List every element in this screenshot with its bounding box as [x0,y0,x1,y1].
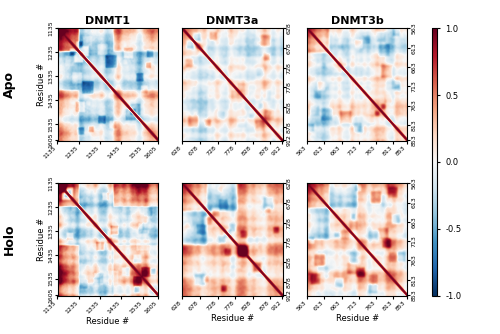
X-axis label: Residue #: Residue # [86,317,129,326]
Y-axis label: Residue #: Residue # [36,218,46,261]
Y-axis label: Residue #: Residue # [36,63,46,106]
Text: Holo: Holo [2,224,16,255]
Title: DNMT3a: DNMT3a [206,16,258,26]
X-axis label: Residue #: Residue # [336,315,379,323]
Text: Apo: Apo [2,71,16,98]
X-axis label: Residue #: Residue # [211,315,254,323]
Title: DNMT1: DNMT1 [85,16,130,26]
Title: DNMT3b: DNMT3b [331,16,384,26]
